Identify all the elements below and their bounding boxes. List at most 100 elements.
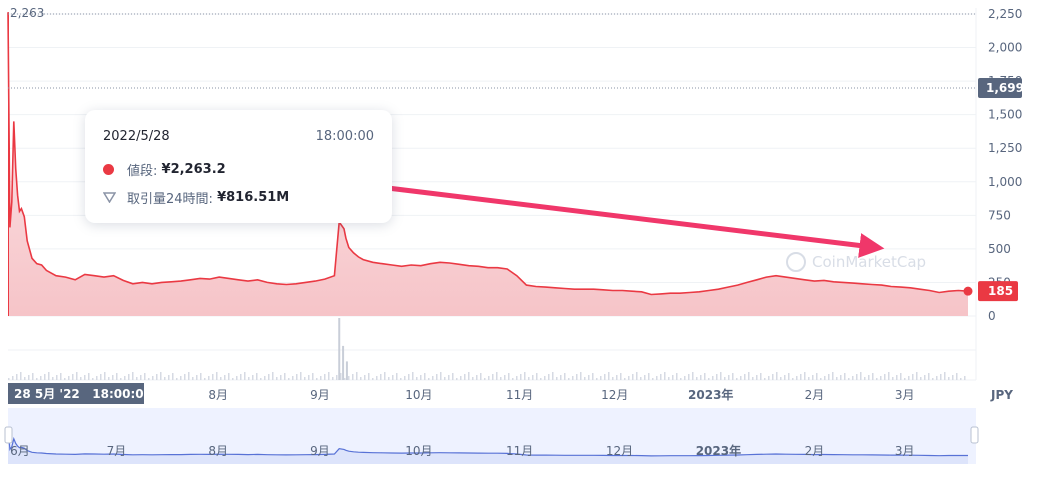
volume-bar <box>772 374 774 380</box>
volume-bar <box>780 377 782 380</box>
volume-bar <box>944 372 946 380</box>
navigator-tick-label: 6月 <box>10 444 30 458</box>
volume-bar <box>548 374 550 380</box>
volume-bar <box>345 361 348 380</box>
volume-bar <box>652 378 654 380</box>
volume-bar <box>32 373 34 380</box>
volume-bar <box>360 377 362 380</box>
volume-bar <box>80 377 82 380</box>
volume-bar <box>824 376 826 380</box>
volume-bar <box>564 373 566 380</box>
volume-bar <box>12 376 14 380</box>
volume-bar <box>448 375 450 380</box>
volume-bar <box>636 372 638 380</box>
volume-bar <box>348 376 350 380</box>
volume-bar <box>224 375 226 380</box>
navigator-tick-label: 2023年 <box>696 443 741 458</box>
volume-bar <box>808 377 810 380</box>
crosshair-date-text: 28 5月 '22 18:00:00 <box>14 387 152 401</box>
volume-bar <box>328 372 330 380</box>
volume-bar <box>480 373 482 380</box>
volume-bar <box>292 376 294 380</box>
volume-bar <box>612 377 614 380</box>
navigator-axis: 6月 7月 8月 9月 10月 11月 12月 2023年 2月 3月 <box>10 443 914 458</box>
volume-bar <box>252 375 254 380</box>
volume-bar <box>60 373 62 380</box>
volume-bar <box>672 375 674 380</box>
volume-bar <box>648 373 650 380</box>
volume-bar <box>508 373 510 380</box>
x-tick-label: 9月 <box>310 388 330 402</box>
currency-label: JPY <box>990 388 1013 402</box>
volume-bar <box>472 377 474 380</box>
volume-bar <box>732 373 734 380</box>
navigator-right-handle[interactable] <box>970 426 979 444</box>
volume-bar <box>716 374 718 380</box>
navigator-left-handle[interactable] <box>4 426 13 444</box>
volume-bar <box>140 375 142 380</box>
volume-bar <box>376 376 378 380</box>
volume-bar <box>932 378 934 380</box>
volume-bar <box>692 372 694 380</box>
volume-bar <box>136 377 138 380</box>
volume-bar <box>404 376 406 380</box>
volume-bar <box>740 376 742 380</box>
navigator-tick-label: 8月 <box>208 444 228 458</box>
volume-bar <box>36 378 38 380</box>
volume-bar <box>832 372 834 380</box>
volume-bar <box>424 373 426 380</box>
volume-bar <box>756 375 758 380</box>
high-price-badge-text: 1,699 <box>986 81 1024 95</box>
crosshair-date-badge: 28 5月 '22 18:00:00 <box>8 383 152 404</box>
tooltip: 2022/5/28 18:00:00 値段: ¥2,263.2 取引量24時間:… <box>85 110 392 223</box>
volume-bar <box>764 378 766 380</box>
volume-bar <box>132 372 134 380</box>
high-price-badge: 1,699 <box>978 77 1024 98</box>
current-price-dot <box>963 286 973 296</box>
navigator[interactable]: 6月 7月 8月 9月 10月 11月 12月 2023年 2月 3月 <box>4 408 979 464</box>
volume-bar <box>304 377 306 380</box>
volume-bar <box>748 372 750 380</box>
volume-bar <box>56 375 58 380</box>
volume-bar <box>272 372 274 380</box>
y-tick-label: 1,000 <box>988 175 1022 189</box>
volume-bar <box>40 376 42 380</box>
tooltip-volume-row: 取引量24時間: ¥816.51M <box>103 188 289 207</box>
volume-bar <box>684 376 686 380</box>
navigator-tick-label: 2月 <box>805 444 825 458</box>
volume-bar <box>492 374 494 380</box>
volume-bar <box>872 373 874 380</box>
volume-bar <box>576 374 578 380</box>
volume-bar <box>820 378 822 380</box>
volume-bar <box>248 377 250 380</box>
volume-bar <box>84 375 86 380</box>
volume-bar <box>592 373 594 380</box>
volume-bar <box>496 372 498 380</box>
volume-bar <box>100 374 102 380</box>
volume-bar <box>216 372 218 380</box>
volume-bar <box>836 377 838 380</box>
volume-bar <box>276 377 278 380</box>
price-dot-icon <box>103 164 114 175</box>
y-tick-label: 0 <box>988 309 996 323</box>
volume-bar <box>560 375 562 380</box>
volume-bar <box>8 378 10 380</box>
volume-bar <box>372 378 374 380</box>
price-line <box>7 12 969 296</box>
volume-bar <box>332 377 334 380</box>
volume-bar <box>528 377 530 380</box>
volume-bar <box>120 378 122 380</box>
volume-bar <box>452 373 454 380</box>
volume-bar <box>240 374 242 380</box>
volume-bar <box>476 375 478 380</box>
volume-bar <box>124 376 126 380</box>
volume-bar <box>316 378 318 380</box>
y-tick-label: 2,250 <box>988 7 1022 21</box>
tooltip-volume-label: 取引量24時間: <box>127 192 213 207</box>
volume-bar <box>112 375 114 380</box>
volume-bar <box>320 376 322 380</box>
navigator-tick-label: 3月 <box>895 444 915 458</box>
volume-bar <box>828 374 830 380</box>
volume-bar <box>64 378 66 380</box>
